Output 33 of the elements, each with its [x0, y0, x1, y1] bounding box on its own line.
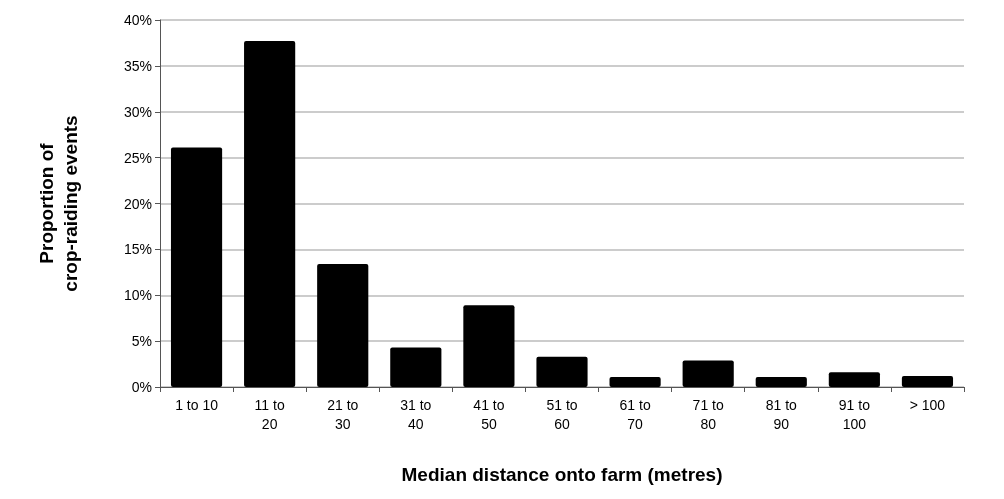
- bar: [244, 41, 296, 387]
- x-tick-label: 61 to 70: [619, 396, 651, 432]
- x-axis-title: Median distance onto farm (metres): [401, 464, 723, 485]
- bar: [828, 372, 880, 387]
- x-tick-label: 21 to 30: [327, 396, 359, 432]
- bar: [609, 376, 661, 387]
- x-tick-label: 1 to 10: [175, 396, 219, 413]
- bar: [536, 356, 588, 387]
- x-tick-label: 51 to 60: [546, 396, 578, 432]
- bar: [755, 376, 807, 387]
- x-tick-label: 71 to 80: [692, 396, 724, 432]
- x-tick-label: 11 to 20: [254, 396, 285, 432]
- x-tick-label: 31 to 40: [400, 396, 432, 432]
- y-tick-label: 15%: [123, 241, 152, 258]
- x-tick-label: > 100: [909, 396, 946, 413]
- y-tick-label: 5%: [131, 333, 152, 350]
- y-tick-label: 25%: [123, 149, 152, 166]
- y-tick-label: 30%: [123, 103, 152, 120]
- bar: [390, 347, 442, 387]
- y-tick-label: 40%: [123, 12, 152, 28]
- x-tick-label: 41 to 50: [473, 396, 505, 432]
- y-tick-label: 20%: [123, 195, 152, 212]
- bar: [901, 375, 954, 387]
- y-tick-label: 35%: [123, 57, 152, 74]
- y-axis-title: Proportion of crop-raiding events: [35, 115, 81, 292]
- bar: [317, 264, 369, 387]
- y-tick-label: 10%: [123, 287, 152, 304]
- bar: [682, 360, 734, 387]
- bar: [463, 305, 515, 387]
- y-tick-label: 0%: [131, 379, 152, 395]
- x-tick-label: 91 to 100: [838, 396, 871, 432]
- x-tick-label: 81 to 90: [765, 396, 798, 432]
- bar: [170, 147, 223, 387]
